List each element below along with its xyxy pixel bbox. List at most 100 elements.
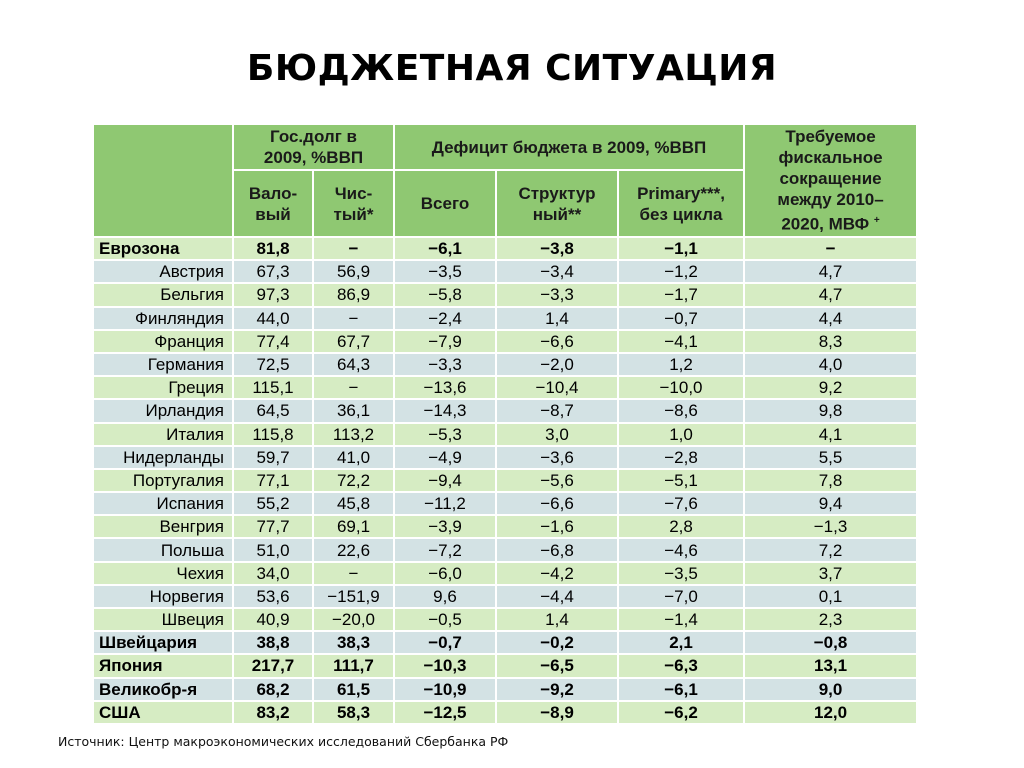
cell-gross: 77,7: [234, 516, 312, 540]
cell-total: −14,3: [395, 400, 495, 424]
cell-total: −10,9: [395, 678, 495, 702]
cell-country: Швейцария: [94, 632, 232, 656]
cell-structural: 1,4: [497, 609, 617, 633]
header-fiscal-mark: +: [873, 215, 880, 227]
cell-primary: 2,8: [619, 516, 744, 540]
table-row: Португалия 77,1 72,2 −9,4 −5,6 −5,1 7,8: [94, 469, 917, 494]
cell-fiscal: 4,0: [745, 353, 917, 378]
table-row: США 83,2 58,3 −12,5 −8,9 −6,2 12,0: [94, 701, 917, 725]
cell-fiscal: −: [745, 238, 917, 262]
cell-net: 72,2: [314, 469, 393, 494]
cell-gross: 68,2: [234, 678, 312, 702]
cell-structural: −3,8: [497, 238, 617, 262]
cell-total: −3,3: [395, 353, 495, 378]
table-row: Швейцария 38,8 38,3 −0,7 −0,2 2,1 −0,8: [94, 632, 917, 656]
cell-country: Чехия: [94, 562, 232, 586]
cell-country: Япония: [94, 655, 232, 679]
cell-country: Австрия: [94, 261, 232, 285]
cell-total: −7,9: [395, 330, 495, 354]
table-row: Австрия 67,3 56,9 −3,5 −3,4 −1,2 4,7: [94, 261, 917, 285]
cell-primary: −8,6: [619, 400, 744, 424]
cell-fiscal: 12,0: [745, 701, 917, 725]
cell-structural: −3,3: [497, 284, 617, 308]
budget-table-container: Гос.долг в 2009, %ВВП Дефицит бюджета в …: [92, 125, 917, 725]
cell-country: Финляндия: [94, 307, 232, 331]
cell-net: −: [314, 307, 393, 331]
table-row: Польша 51,0 22,6 −7,2 −6,8 −4,6 7,2: [94, 539, 917, 563]
cell-fiscal: 9,2: [745, 377, 917, 401]
cell-gross: 38,8: [234, 632, 312, 656]
cell-structural: 1,4: [497, 307, 617, 331]
cell-primary: −0,7: [619, 307, 744, 331]
cell-gross: 34,0: [234, 562, 312, 586]
cell-structural: −4,4: [497, 585, 617, 609]
table-row: Ирландия 64,5 36,1 −14,3 −8,7 −8,6 9,8: [94, 400, 917, 424]
cell-country: США: [94, 701, 232, 725]
cell-structural: −5,6: [497, 469, 617, 494]
header-gross: Вало-вый: [234, 171, 312, 238]
cell-gross: 55,2: [234, 493, 312, 517]
cell-total: −0,5: [395, 609, 495, 633]
cell-country: Португалия: [94, 469, 232, 494]
cell-country: Бельгия: [94, 284, 232, 308]
cell-fiscal: 0,1: [745, 585, 917, 609]
cell-country: Германия: [94, 353, 232, 378]
cell-total: −7,2: [395, 539, 495, 563]
header-deficit-group: Дефицит бюджета в 2009, %ВВП: [395, 125, 744, 171]
cell-fiscal: 5,5: [745, 446, 917, 470]
cell-gross: 64,5: [234, 400, 312, 424]
cell-primary: 2,1: [619, 632, 744, 656]
cell-gross: 67,3: [234, 261, 312, 285]
cell-gross: 72,5: [234, 353, 312, 378]
cell-country: Великобр-я: [94, 678, 232, 702]
cell-net: 67,7: [314, 330, 393, 354]
table-row: Греция 115,1− −13,6 −10,4 −10,0 9,2: [94, 377, 917, 401]
cell-structural: −6,6: [497, 493, 617, 517]
cell-country: Польша: [94, 539, 232, 563]
budget-table: Гос.долг в 2009, %ВВП Дефицит бюджета в …: [92, 125, 918, 725]
cell-total: −13,6: [395, 377, 495, 401]
cell-gross: 83,2: [234, 701, 312, 725]
cell-net: 64,3: [314, 353, 393, 378]
cell-total: −3,5: [395, 261, 495, 285]
cell-country: Италия: [94, 423, 232, 447]
cell-country: Венгрия: [94, 516, 232, 540]
header-country: [94, 125, 232, 238]
cell-net: 111,7: [314, 655, 393, 679]
cell-primary: −6,2: [619, 701, 744, 725]
cell-fiscal: 4,7: [745, 284, 917, 308]
cell-primary: −4,1: [619, 330, 744, 354]
table-row: Италия 115,8 113,2 −5,3 3,0 1,0 4,1: [94, 423, 917, 447]
cell-net: −: [314, 238, 393, 262]
cell-country: Нидерланды: [94, 446, 232, 470]
table-row: Япония 217,7 111,7 −10,3 −6,5 −6,3 13,1: [94, 655, 917, 679]
page-title: БЮДЖЕТНАЯ СИТУАЦИЯ: [246, 48, 778, 89]
cell-total: −4,9: [395, 446, 495, 470]
table-row: Финляндия 44,0− −2,4 1,4 −0,7 4,4: [94, 307, 917, 331]
cell-fiscal: 13,1: [745, 655, 917, 679]
header-structural: Структур ный**: [497, 171, 617, 238]
cell-net: 41,0: [314, 446, 393, 470]
cell-fiscal: 2,3: [745, 609, 917, 633]
cell-structural: −6,5: [497, 655, 617, 679]
header-net: Чис-тый*: [314, 171, 393, 238]
cell-total: −10,3: [395, 655, 495, 679]
cell-fiscal: 9,0: [745, 678, 917, 702]
header-primary: Primary***, без цикла: [619, 171, 744, 238]
cell-total: −0,7: [395, 632, 495, 656]
cell-gross: 81,8: [234, 238, 312, 262]
cell-primary: −5,1: [619, 469, 744, 494]
source-note: Источник: Центр макроэкономических иссле…: [58, 734, 509, 749]
cell-primary: −3,5: [619, 562, 744, 586]
cell-primary: 1,0: [619, 423, 744, 447]
cell-fiscal: 8,3: [745, 330, 917, 354]
cell-primary: −6,3: [619, 655, 744, 679]
cell-structural: −6,6: [497, 330, 617, 354]
cell-fiscal: 4,4: [745, 307, 917, 331]
table-row: Венгрия 77,7 69,1 −3,9 −1,6 2,8 −1,3: [94, 516, 917, 540]
cell-country: Швеция: [94, 609, 232, 633]
cell-structural: −1,6: [497, 516, 617, 540]
table-row: Великобр-я 68,2 61,5 −10,9 −9,2 −6,1 9,0: [94, 678, 917, 702]
cell-structural: −8,9: [497, 701, 617, 725]
cell-net: 113,2: [314, 423, 393, 447]
